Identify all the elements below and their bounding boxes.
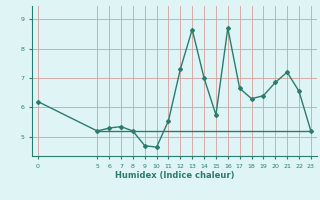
X-axis label: Humidex (Indice chaleur): Humidex (Indice chaleur) (115, 171, 234, 180)
